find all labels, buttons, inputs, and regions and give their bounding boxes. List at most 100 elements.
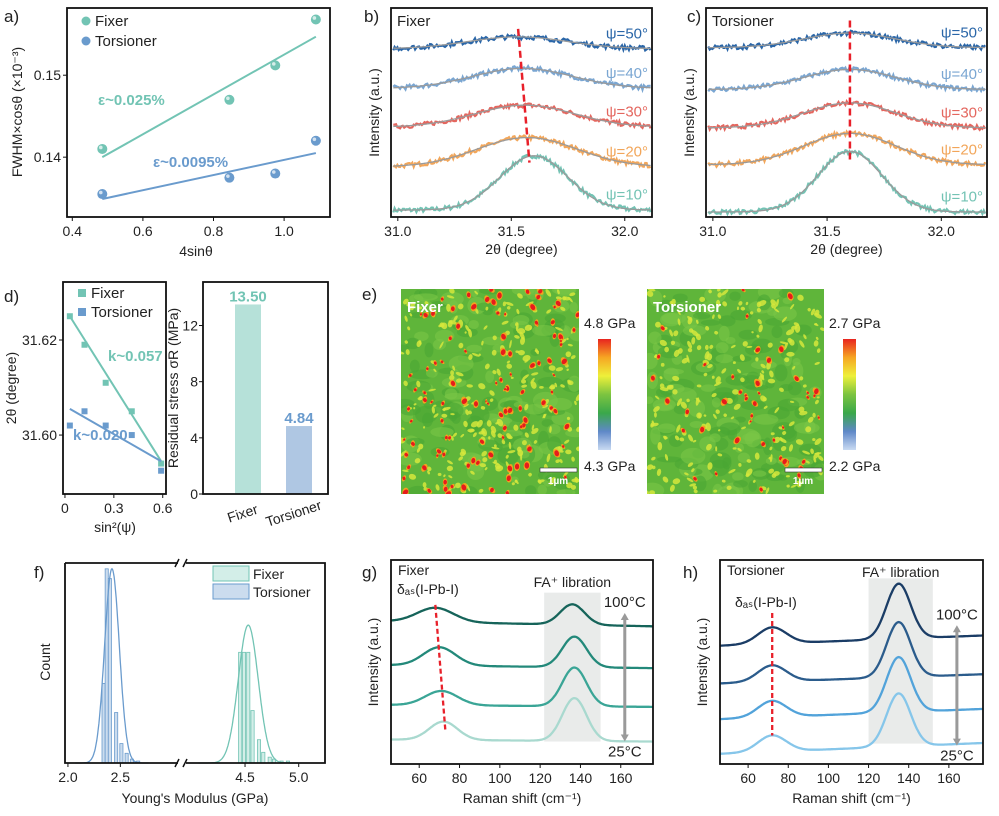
map-boundary (798, 406, 805, 413)
psi-label: ψ=50° (941, 24, 983, 41)
map-boundary (555, 459, 560, 463)
map-boundary (422, 482, 427, 488)
map-boundary (705, 325, 710, 331)
map-hotspot (520, 390, 525, 394)
map-boundary (517, 293, 523, 299)
map-boundary (524, 403, 529, 411)
map-boundary (712, 314, 715, 319)
x-tick-label: 31.5 (813, 223, 840, 239)
map-hotspot (681, 428, 685, 433)
raman-spectrum (391, 696, 653, 743)
xrd-fit-curve (708, 102, 986, 129)
map-boundary (803, 334, 807, 340)
map-boundary (549, 385, 555, 390)
map-hotspot (501, 333, 506, 340)
fit-line (68, 315, 162, 462)
map-boundary (773, 308, 780, 313)
map-texture (672, 293, 688, 303)
map-boundary (693, 489, 698, 494)
xrd-fit-curve (393, 36, 651, 50)
map-boundary (524, 432, 529, 438)
map-hotspot (772, 438, 776, 442)
band-label: FA⁺ libration (862, 564, 939, 580)
map-boundary (566, 337, 569, 341)
map-boundary (687, 462, 694, 467)
legend-marker (81, 16, 91, 26)
map-texture (413, 293, 438, 301)
map-boundary (742, 341, 748, 347)
map-boundary (669, 329, 674, 337)
map-texture (422, 391, 435, 410)
map-texture (440, 291, 464, 307)
map-boundary (677, 309, 681, 316)
map-hotspot (660, 326, 665, 331)
map-boundary (497, 433, 503, 438)
data-point (310, 135, 321, 146)
point-highlight (312, 16, 317, 20)
map-hotspot (564, 423, 570, 430)
map-boundary (677, 348, 683, 354)
map-boundary (769, 370, 774, 378)
map-boundary (515, 322, 519, 332)
psi-label: ψ=30° (606, 104, 648, 121)
xrd-fit-curve (708, 32, 986, 49)
legend-marker (78, 308, 86, 316)
map-hotspot (558, 334, 563, 340)
map-boundary (506, 433, 512, 439)
map-texture (777, 474, 788, 481)
map-boundary (407, 326, 411, 331)
map-boundary (784, 357, 790, 363)
map-boundary (470, 421, 479, 428)
map-hotspot (422, 465, 427, 471)
map-boundary (549, 477, 556, 485)
x-tick-label: 31.0 (699, 223, 726, 239)
map-boundary (789, 303, 795, 310)
map-boundary (679, 437, 685, 442)
map-hotspot (524, 462, 530, 469)
map-boundary (813, 313, 823, 319)
map-boundary (416, 340, 422, 347)
map-texture (401, 404, 421, 416)
map-boundary (449, 289, 455, 294)
map-hotspot (466, 463, 470, 468)
map-boundary (506, 360, 511, 364)
map-boundary (749, 311, 754, 315)
map-hotspot (787, 293, 793, 300)
map-boundary (413, 403, 417, 406)
map-boundary (524, 324, 533, 331)
map-hotspot (488, 452, 494, 458)
map-boundary (657, 442, 663, 451)
x-axis-label: 4sinθ (179, 243, 213, 259)
map-hotspot (442, 452, 446, 457)
map-hotspot (538, 289, 543, 294)
panel-label: d) (4, 287, 19, 306)
map-boundary (401, 450, 407, 457)
axis-break-mark (174, 558, 188, 568)
map-boundary (714, 330, 719, 335)
map-hotspot (553, 408, 558, 414)
map-hotspot (427, 488, 431, 493)
map-boundary (757, 319, 762, 325)
map-boundary (660, 362, 665, 367)
map-texture (777, 398, 800, 412)
map-boundary (465, 409, 469, 416)
map-boundary (511, 482, 515, 486)
map-hotspot (445, 491, 452, 494)
legend-label: Torsioner (95, 33, 157, 50)
map-hotspot (547, 358, 552, 364)
bar-value-label: 4.84 (284, 410, 314, 427)
map-boundary (478, 488, 484, 493)
map-boundary (418, 443, 424, 450)
map-texture (709, 452, 732, 469)
legend-label: Torsioner (253, 584, 311, 600)
data-point (270, 60, 281, 71)
map-boundary (502, 301, 507, 307)
map-boundary (417, 396, 423, 401)
map-boundary (703, 414, 707, 417)
map-boundary (491, 349, 497, 356)
x-tick-label: 100 (488, 770, 512, 786)
map-boundary (788, 421, 795, 427)
map-texture (700, 384, 716, 392)
legend-label: Fixer (91, 285, 124, 302)
map-boundary (489, 390, 495, 396)
